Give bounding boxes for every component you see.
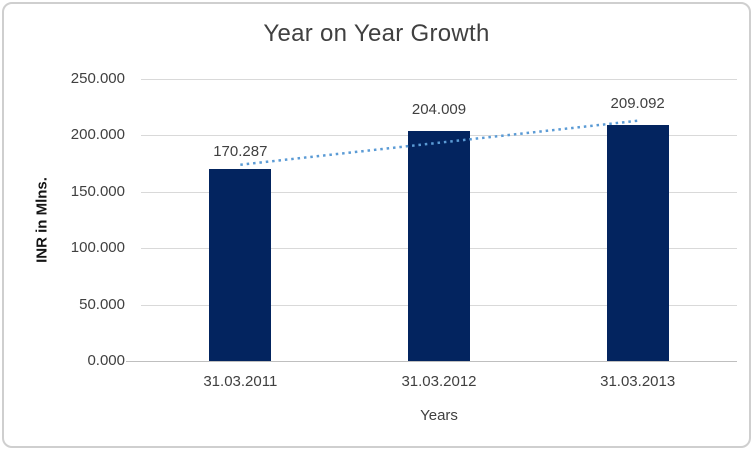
bar xyxy=(209,168,272,361)
x-tick-label: 31.03.2011 xyxy=(203,373,278,390)
chart-title: Year on Year Growth xyxy=(263,20,490,47)
y-tick-label: 150.000 xyxy=(70,182,125,200)
y-tick-label: 0.000 xyxy=(87,352,125,369)
gridline xyxy=(141,79,737,80)
plot-area: 170.287 204.009 209.092 xyxy=(126,79,737,362)
y-tick-label: 50.000 xyxy=(79,295,125,313)
bar xyxy=(408,130,470,361)
bar xyxy=(606,125,669,361)
x-tick-label: 31.03.2012 xyxy=(401,373,477,390)
y-tick-label: 200.000 xyxy=(70,126,125,144)
axis-tick xyxy=(126,361,141,362)
y-tick-label: 250.000 xyxy=(70,70,125,87)
bar-value-label: 204.009 xyxy=(411,100,467,118)
bar-value-label: 170.287 xyxy=(213,142,268,160)
x-axis-line xyxy=(141,361,737,362)
trendline xyxy=(240,119,638,166)
y-tick-label: 100.000 xyxy=(70,239,125,257)
x-axis-title: Years xyxy=(420,407,458,424)
chart-frame: Year on Year Growth INR in Mlns. 0.000 50… xyxy=(2,2,751,448)
x-tick-label: 31.03.2013 xyxy=(600,373,676,390)
bar-value-label: 209.092 xyxy=(610,95,665,113)
